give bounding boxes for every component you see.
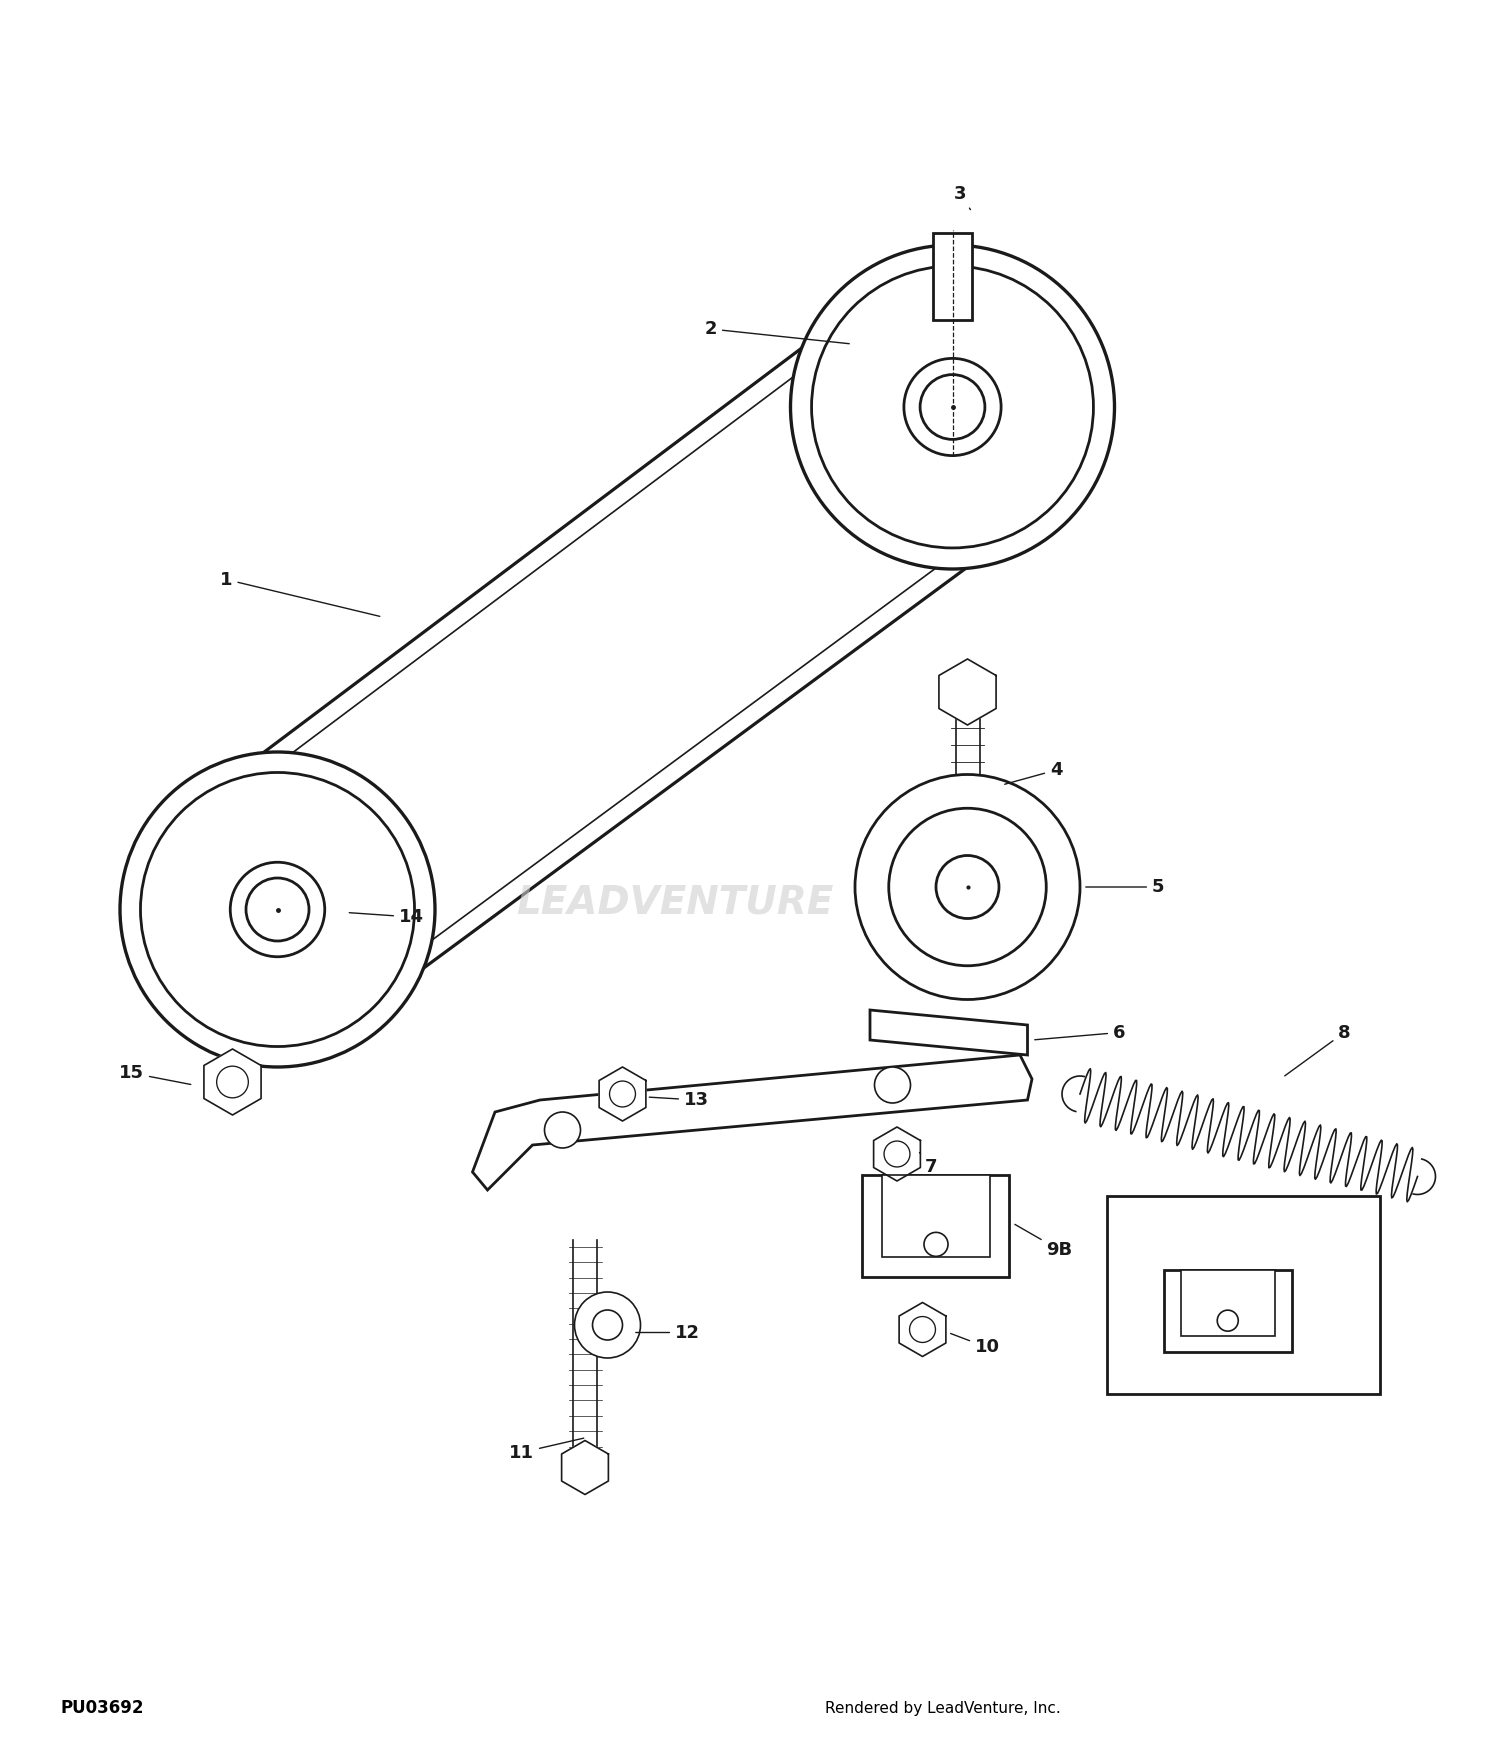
Polygon shape bbox=[598, 1067, 646, 1121]
Text: 12: 12 bbox=[636, 1324, 700, 1341]
Bar bbox=[882, 1175, 990, 1257]
Circle shape bbox=[544, 1113, 580, 1148]
Text: 15: 15 bbox=[118, 1064, 190, 1085]
Circle shape bbox=[924, 1233, 948, 1256]
Bar bbox=[933, 232, 972, 319]
Text: 5: 5 bbox=[1086, 877, 1164, 896]
Text: 13: 13 bbox=[650, 1092, 710, 1109]
Circle shape bbox=[592, 1310, 622, 1339]
Polygon shape bbox=[472, 1055, 1032, 1189]
Text: Rendered by LeadVenture, Inc.: Rendered by LeadVenture, Inc. bbox=[825, 1700, 1060, 1716]
Circle shape bbox=[790, 244, 1114, 569]
Text: 8: 8 bbox=[1284, 1024, 1350, 1076]
Text: PU03692: PU03692 bbox=[60, 1699, 144, 1716]
Bar bbox=[1180, 1270, 1275, 1336]
Bar bbox=[862, 1175, 1010, 1277]
Circle shape bbox=[141, 773, 414, 1046]
Polygon shape bbox=[870, 1010, 1028, 1055]
Text: 4: 4 bbox=[1005, 760, 1062, 785]
Circle shape bbox=[936, 856, 999, 919]
Text: 11: 11 bbox=[509, 1439, 584, 1461]
Circle shape bbox=[231, 862, 324, 957]
Circle shape bbox=[874, 1067, 910, 1102]
Text: 9A: 9A bbox=[1152, 1325, 1212, 1357]
Circle shape bbox=[1218, 1310, 1239, 1331]
Circle shape bbox=[920, 375, 986, 439]
Bar bbox=[1107, 1196, 1380, 1393]
Circle shape bbox=[904, 359, 1001, 455]
Polygon shape bbox=[561, 1441, 609, 1495]
Text: 6: 6 bbox=[1035, 1024, 1125, 1041]
Circle shape bbox=[574, 1292, 640, 1359]
Polygon shape bbox=[898, 1303, 946, 1357]
Circle shape bbox=[855, 774, 1080, 999]
Circle shape bbox=[812, 267, 1094, 548]
Circle shape bbox=[120, 752, 435, 1067]
Text: 14: 14 bbox=[350, 909, 424, 926]
Circle shape bbox=[888, 807, 1047, 966]
Circle shape bbox=[246, 877, 309, 942]
Bar bbox=[1164, 1270, 1292, 1352]
Polygon shape bbox=[204, 1048, 261, 1114]
Text: 3: 3 bbox=[954, 185, 970, 209]
Text: 10: 10 bbox=[951, 1334, 1000, 1357]
Polygon shape bbox=[873, 1127, 921, 1181]
Text: 2: 2 bbox=[705, 319, 849, 344]
Text: 7: 7 bbox=[920, 1153, 938, 1177]
Text: 9B: 9B bbox=[1016, 1224, 1072, 1259]
Polygon shape bbox=[939, 659, 996, 726]
Text: LEADVENTURE: LEADVENTURE bbox=[516, 882, 834, 921]
Text: 1: 1 bbox=[220, 570, 380, 616]
